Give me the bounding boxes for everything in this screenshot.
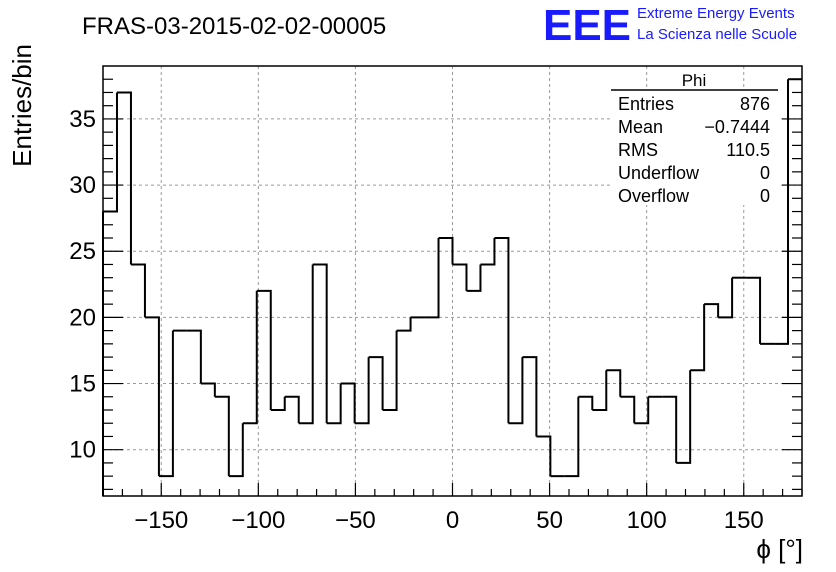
histogram-bin <box>144 316 160 477</box>
histogram-bin <box>536 435 552 477</box>
histogram-bin <box>746 276 762 344</box>
histogram-bin <box>606 369 622 397</box>
eee-logo: EEE Extreme Energy Events La Scienza nel… <box>543 1 797 50</box>
stats-rows: Entries 876 Mean −0.7444 RMS 110.5 Underflow 0 O… <box>618 94 770 206</box>
x-tick-label: 100 <box>627 507 667 534</box>
histogram-bin <box>774 79 790 345</box>
y-tick-label: 10 <box>69 437 96 464</box>
stats-value: 876 <box>740 94 770 114</box>
stats-label: RMS <box>618 140 658 160</box>
logo-letters: EEE <box>543 1 631 50</box>
histogram-bin <box>424 238 440 319</box>
stats-box: Phi Entries 876 Mean −0.7444 RMS 110.5 Underfl… <box>611 71 778 206</box>
stats-value: 0 <box>760 186 770 206</box>
histogram-bin <box>704 303 720 318</box>
histogram-bin <box>270 396 286 411</box>
x-tick-label: −100 <box>231 507 285 534</box>
histogram-bin <box>634 396 650 425</box>
histogram-bin <box>186 329 202 384</box>
y-axis-ticks: 10 15 20 25 30 35 <box>69 78 802 490</box>
histogram-bin <box>452 263 468 291</box>
y-tick-label: 15 <box>69 371 96 398</box>
y-tick-label: 35 <box>69 106 96 133</box>
histogram-bin <box>340 382 356 424</box>
stats-label: Underflow <box>618 163 700 183</box>
histogram-bin <box>508 357 524 425</box>
histogram-bin <box>676 370 692 464</box>
x-tick-label: −50 <box>335 507 376 534</box>
y-tick-label: 20 <box>69 304 96 331</box>
histogram-bin <box>298 264 314 425</box>
x-axis-label: ϕ [°] <box>756 534 803 564</box>
histogram-bin <box>466 264 482 292</box>
histogram-bin <box>214 395 230 477</box>
x-tick-label: 150 <box>724 507 764 534</box>
histogram-bin <box>368 356 384 410</box>
histogram-bin <box>564 396 580 478</box>
histogram-bin <box>256 289 272 410</box>
histogram-bin <box>718 277 734 319</box>
histogram-bin <box>130 263 146 318</box>
histogram-bin <box>382 330 398 411</box>
stats-value: 0 <box>760 163 770 183</box>
histogram-bin <box>200 382 216 397</box>
stats-label: Overflow <box>618 186 690 206</box>
histogram-bin <box>662 395 678 463</box>
x-tick-label: −150 <box>134 507 188 534</box>
histogram-bin <box>690 304 706 372</box>
chart-title: FRAS-03-2015-02-02-00005 <box>82 13 386 40</box>
logo-line2: La Scienza nelle Scuole <box>637 26 797 43</box>
stats-box-background <box>611 90 778 205</box>
histogram-bin <box>284 395 300 424</box>
histogram-bin <box>312 263 328 424</box>
x-axis-ticks: −150 −100 −50 0 50 100 150 <box>102 483 803 534</box>
y-tick-label: 25 <box>69 238 96 265</box>
histogram-bin <box>116 91 132 265</box>
y-tick-label: 30 <box>69 172 96 199</box>
histogram-bin <box>354 357 370 425</box>
histogram-bin <box>228 423 244 478</box>
stats-name: Phi <box>682 71 707 90</box>
histogram-bin <box>592 370 608 411</box>
stats-value: −0.7444 <box>704 117 770 137</box>
stats-value: 110.5 <box>726 140 770 160</box>
histogram-bin <box>396 317 412 332</box>
stats-label: Entries <box>618 94 674 114</box>
histogram-bin <box>158 330 174 478</box>
histogram-bin <box>326 383 342 425</box>
histogram-bin <box>103 92 118 213</box>
x-tick-label: 50 <box>536 507 563 534</box>
histogram-bin <box>620 395 636 424</box>
stats-label: Mean <box>618 117 663 137</box>
histogram-bin <box>438 237 454 265</box>
y-axis-label: Entries/bin <box>7 44 37 167</box>
x-tick-label: 0 <box>446 507 459 534</box>
histogram-bin <box>522 356 538 437</box>
grid-lines <box>103 66 802 496</box>
logo-line1: Extreme Energy Events <box>637 5 795 22</box>
histogram-bin <box>494 237 510 424</box>
histogram-bin <box>480 238 496 266</box>
histogram-bin <box>578 395 594 410</box>
histogram-bin <box>242 290 258 425</box>
